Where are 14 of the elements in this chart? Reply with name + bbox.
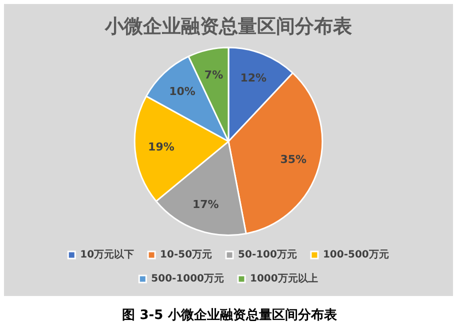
chart-title: 小微企业融资总量区间分布表 bbox=[104, 15, 353, 38]
caption: 图 3-5 小微企业融资总量区间分布表 bbox=[121, 307, 338, 324]
data-label: 35% bbox=[280, 153, 307, 166]
legend-label: 10-50万元 bbox=[160, 248, 212, 261]
legend-label: 100-500万元 bbox=[322, 248, 389, 261]
data-label: 10% bbox=[169, 85, 196, 98]
data-label: 19% bbox=[148, 140, 174, 154]
data-label: 17% bbox=[192, 198, 219, 211]
legend-label: 50-100万元 bbox=[238, 248, 297, 261]
data-label: 12% bbox=[240, 71, 267, 84]
data-label: 7% bbox=[204, 68, 224, 82]
legend-label: 500-1000万元 bbox=[151, 272, 224, 285]
legend-label: 1000万元以上 bbox=[250, 272, 318, 285]
legend-label: 10万元以下 bbox=[80, 248, 134, 261]
